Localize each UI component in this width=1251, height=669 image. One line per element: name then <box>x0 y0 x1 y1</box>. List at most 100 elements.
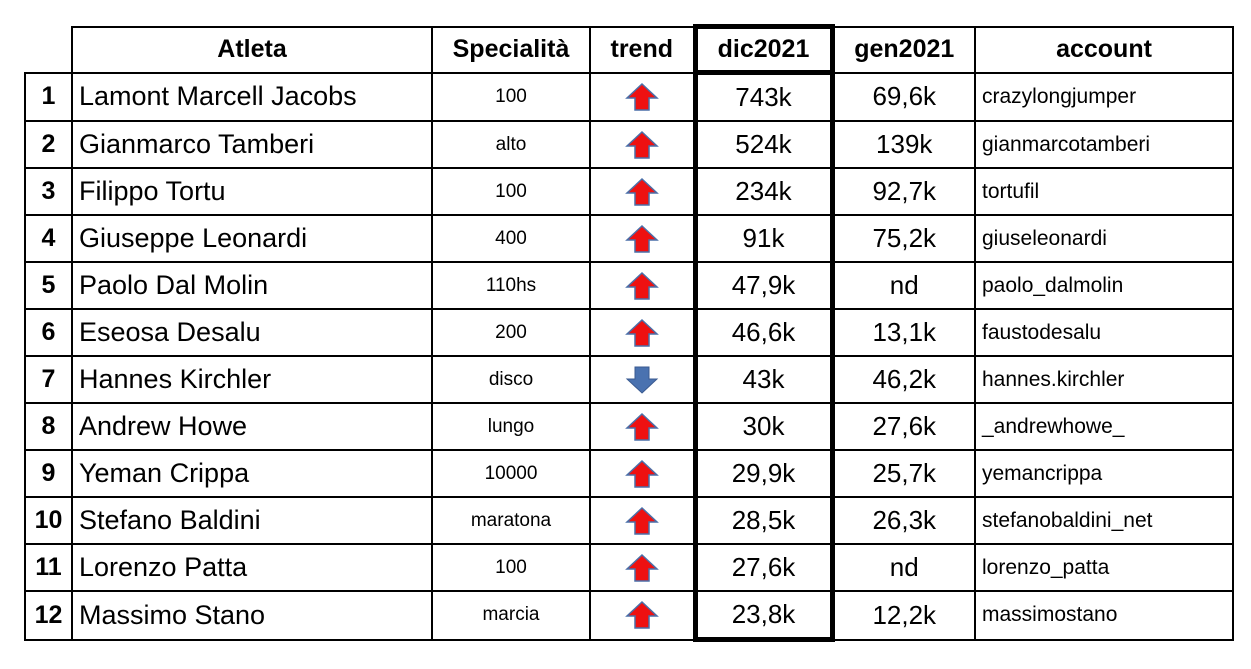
trend-arrow <box>624 553 659 582</box>
header-cell: Specialità <box>431 25 591 74</box>
specialty-cell: disco <box>431 355 591 404</box>
table-row: 9 Yeman Crippa 10000 29,9k 25,7k yemancrippa <box>24 449 1234 498</box>
rank-cell: 12 <box>24 590 73 641</box>
rank-cell: 10 <box>24 496 73 545</box>
account-cell: tortufil <box>974 167 1234 216</box>
dic-cell: 234k <box>692 167 835 216</box>
arrow-shape <box>624 130 659 159</box>
specialty-cell: 200 <box>431 308 591 357</box>
table-row: 3 Filippo Tortu 100 234k 92,7k tortufil <box>24 167 1234 216</box>
trend-arrow <box>625 366 659 394</box>
trend-cell <box>589 449 696 498</box>
account-cell: massimostano <box>974 590 1234 641</box>
specialty-cell: 100 <box>431 167 591 216</box>
arrow-shape <box>624 177 659 206</box>
specialty-cell: 400 <box>431 214 591 263</box>
table-row: 10 Stefano Baldini maratona 28,5k 26,3k stefa… <box>24 496 1234 545</box>
account-cell: paolo_dalmolin <box>974 261 1234 310</box>
dic-cell: 743k <box>692 70 835 122</box>
gen-cell: 69,6k <box>831 71 976 122</box>
dic-cell: 524k <box>692 120 835 169</box>
gen-cell: 139k <box>831 120 976 169</box>
gen-cell: 26,3k <box>831 496 976 545</box>
table-row: 5 Paolo Dal Molin 110hs 47,9k nd paolo_dalmol… <box>24 261 1234 310</box>
gen-cell: 25,7k <box>831 449 976 498</box>
table-row: 12 Massimo Stano marcia 23,8k 12,2k massimost… <box>24 590 1234 642</box>
athlete-cell: Yeman Crippa <box>71 449 433 498</box>
trend-arrow <box>624 506 659 535</box>
trend-cell <box>589 120 696 169</box>
trend-arrow <box>624 318 659 347</box>
trend-cell <box>589 308 696 357</box>
rank-cell: 4 <box>24 214 73 263</box>
rank-cell: 6 <box>24 308 73 357</box>
gen-cell: 12,2k <box>831 590 976 641</box>
rank-cell: 9 <box>24 449 73 498</box>
table-row: 8 Andrew Howe lungo 30k 27,6k _andrewhowe_ <box>24 402 1234 451</box>
table-body: 1 Lamont Marcell Jacobs 100 743k 69,6k crazyl… <box>24 70 1234 642</box>
trend-cell <box>589 167 696 216</box>
gen-cell: 13,1k <box>831 308 976 357</box>
arrow-shape <box>624 224 659 253</box>
table-row: 6 Eseosa Desalu 200 46,6k 13,1k faustodesalu <box>24 308 1234 357</box>
trend-cell <box>589 71 696 122</box>
arrow-shape <box>624 553 659 582</box>
table-row: 4 Giuseppe Leonardi 400 91k 75,2k giuseleonar… <box>24 214 1234 263</box>
specialty-cell: 10000 <box>431 449 591 498</box>
header-cell: account <box>974 25 1234 74</box>
gen-cell: 46,2k <box>831 355 976 404</box>
rank-cell: 1 <box>24 71 73 122</box>
header-cell: gen2021 <box>831 25 976 74</box>
header-cell <box>25 26 73 74</box>
account-cell: faustodesalu <box>974 308 1234 357</box>
rank-cell: 2 <box>24 120 73 169</box>
trend-cell <box>589 402 696 451</box>
athlete-cell: Massimo Stano <box>71 590 433 641</box>
dic-cell: 91k <box>692 214 835 263</box>
arrow-shape <box>624 82 659 111</box>
account-cell: lorenzo_patta <box>974 543 1234 592</box>
athlete-cell: Andrew Howe <box>71 402 433 451</box>
arrow-shape <box>624 601 659 629</box>
trend-arrow <box>624 82 659 111</box>
athlete-cell: Hannes Kirchler <box>71 355 433 404</box>
table-row: 11 Lorenzo Patta 100 27,6k nd lorenzo_patta <box>24 543 1234 592</box>
table-row: 1 Lamont Marcell Jacobs 100 743k 69,6k crazyl… <box>24 70 1234 122</box>
header-cell: trend <box>589 25 696 74</box>
dic-cell: 23,8k <box>692 590 835 642</box>
dic-cell: 29,9k <box>692 449 835 498</box>
athlete-cell: Stefano Baldini <box>71 496 433 545</box>
account-cell: _andrewhowe_ <box>974 402 1234 451</box>
athlete-cell: Eseosa Desalu <box>71 308 433 357</box>
trend-arrow <box>624 130 659 159</box>
rank-cell: 7 <box>24 355 73 404</box>
dic-cell: 27,6k <box>692 543 835 592</box>
rank-cell: 3 <box>24 167 73 216</box>
arrow-shape <box>624 271 659 300</box>
dic-cell: 46,6k <box>692 308 835 357</box>
specialty-cell: 110hs <box>431 261 591 310</box>
arrow-shape <box>624 318 659 347</box>
trend-arrow <box>624 601 659 629</box>
athlete-cell: Gianmarco Tamberi <box>71 120 433 169</box>
rank-cell: 11 <box>24 543 73 592</box>
ranking-table: Atleta Specialità trend dic2021 gen2021 accou… <box>24 24 1234 642</box>
trend-cell <box>589 590 696 641</box>
specialty-cell: alto <box>431 120 591 169</box>
gen-cell: nd <box>831 543 976 592</box>
table-row: 7 Hannes Kirchler disco 43k 46,2k hannes.kirc… <box>24 355 1234 404</box>
trend-cell <box>589 214 696 263</box>
header-cell: dic2021 <box>692 24 835 75</box>
trend-arrow <box>624 412 659 441</box>
gen-cell: nd <box>831 261 976 310</box>
athlete-cell: Paolo Dal Molin <box>71 261 433 310</box>
account-cell: gianmarcotamberi <box>974 120 1234 169</box>
specialty-cell: 100 <box>431 543 591 592</box>
account-cell: hannes.kirchler <box>974 355 1234 404</box>
trend-cell <box>589 496 696 545</box>
trend-arrow <box>624 177 659 206</box>
account-cell: crazylongjumper <box>974 71 1234 122</box>
specialty-cell: marcia <box>431 590 591 641</box>
rank-cell: 5 <box>24 261 73 310</box>
